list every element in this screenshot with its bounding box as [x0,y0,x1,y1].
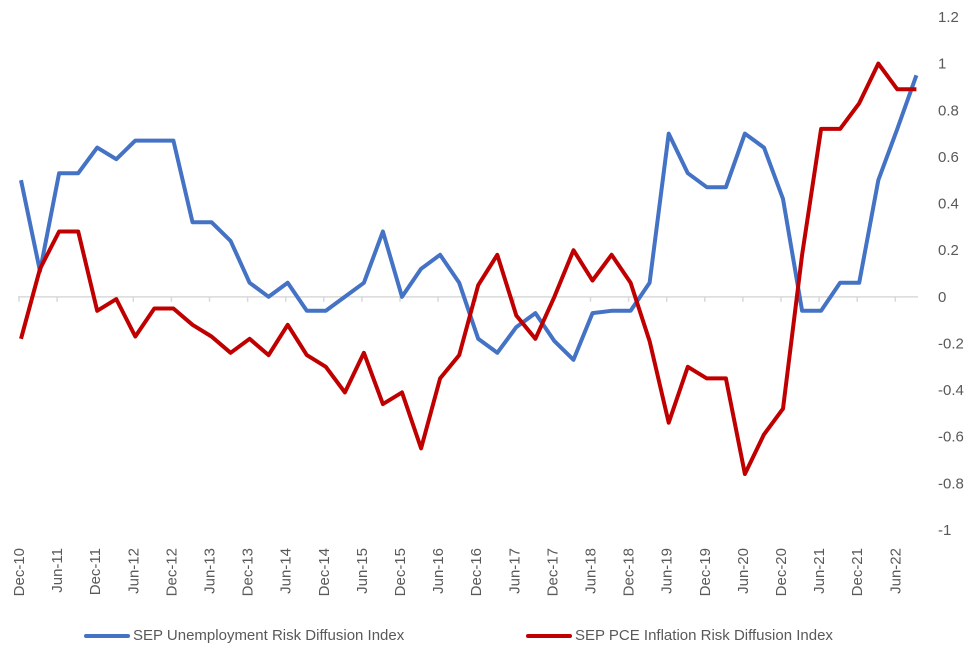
x-tick-label: Jun-22 [887,548,904,594]
x-tick-label: Jun-13 [202,548,219,594]
y-tick-label: 0.6 [938,149,959,166]
x-tick-label: Jun-19 [659,548,676,594]
x-tick-label: Jun-12 [125,548,142,594]
x-tick-label: Jun-20 [735,548,752,594]
x-tick-label: Jun-21 [811,548,828,594]
x-tick-label: Dec-10 [11,548,28,596]
legend-label-inflation: SEP PCE Inflation Risk Diffusion Index [575,627,833,644]
legend-swatch-inflation [526,633,572,638]
x-tick-label: Jun-14 [278,548,295,594]
x-axis-tick-labels: Dec-10 Jun-11 Dec-11 Jun-12 Dec-12 Jun-13 Dec-… [11,548,904,596]
x-tick-label: Dec-18 [621,548,638,596]
y-tick-label: 0.8 [938,102,959,119]
x-tick-label: Dec-20 [773,548,790,596]
x-tick-label: Dec-19 [697,548,714,596]
x-tick-label: Jun-16 [430,548,447,594]
y-tick-label: -0.2 [938,335,964,352]
y-tick-label: 0.4 [938,196,959,213]
legend-item-inflation[interactable]: SEP PCE Inflation Risk Diffusion Index [526,627,833,644]
series-line-unemployment [19,74,919,362]
x-tick-label: Dec-17 [544,548,561,596]
x-tick-label: Dec-11 [87,548,104,595]
x-tick-label: Dec-15 [392,548,409,596]
y-tick-label: 0 [938,289,946,306]
x-tick-label: Dec-21 [849,548,866,596]
y-axis-tick-labels: 1.2 1 0.8 0.6 0.4 0.2 0 -0.2 -0.4 -0.6 -0.8 -1 [938,9,964,539]
y-tick-label: -1 [938,522,951,539]
x-tick-label: Jun-18 [583,548,600,594]
y-tick-label: -0.8 [938,475,964,492]
x-tick-label: Dec-13 [240,548,257,596]
x-tick-label: Dec-16 [468,548,485,596]
x-tick-label: Dec-12 [163,548,180,596]
y-tick-label: 1.2 [938,9,959,26]
y-tick-label: -0.4 [938,382,964,399]
series-group [19,61,919,476]
x-tick-label: Jun-17 [506,548,523,594]
x-tick-label: Jun-15 [354,548,371,594]
x-tick-label: Jun-11 [49,548,66,593]
series-line-inflation [19,61,917,476]
legend-swatch-unemployment [84,633,130,638]
y-tick-label: 0.2 [938,242,959,259]
y-tick-label: 1 [938,56,946,73]
legend-item-unemployment[interactable]: SEP Unemployment Risk Diffusion Index [84,627,404,644]
x-tick-label: Dec-14 [316,548,333,596]
legend: SEP Unemployment Risk Diffusion Index SE… [0,627,980,651]
legend-label-unemployment: SEP Unemployment Risk Diffusion Index [133,627,405,644]
y-tick-label: -0.6 [938,429,964,446]
